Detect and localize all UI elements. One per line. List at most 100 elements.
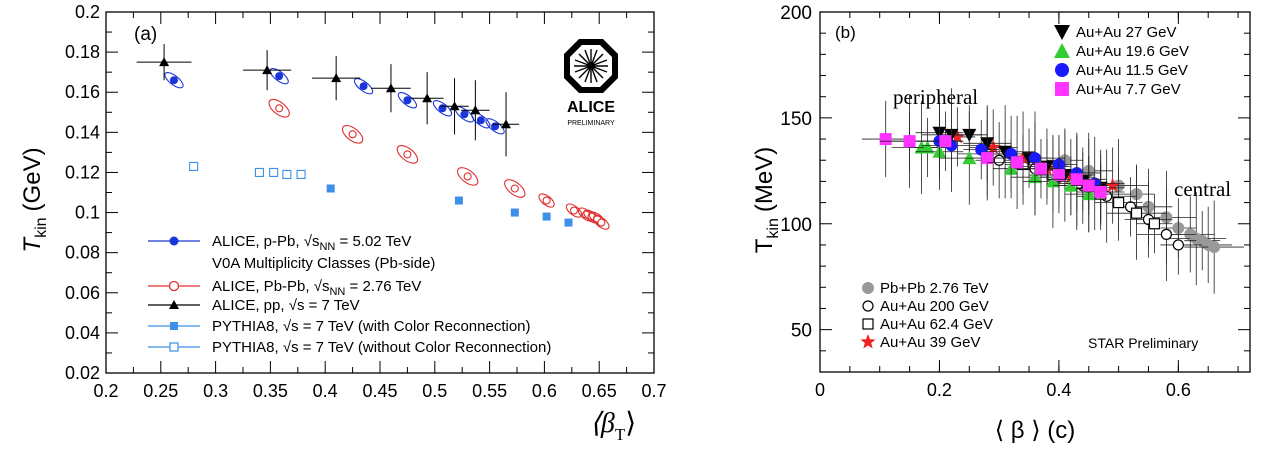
legend-b-bottom-item: Au+Au 200 GeV <box>862 298 989 315</box>
chart-panel-b: 0 0.2 0.4 0.6 50 100 150 200 (b) Tkin (MeV) ⟨ β … <box>751 3 1251 444</box>
y-tick-label-a: 0.04 <box>65 323 100 343</box>
x-tick-label-a: 0.3 <box>203 381 228 401</box>
point-pbpb <box>341 125 364 144</box>
legend-b-bottom-item: Pb+Pb 2.76 TeV <box>862 280 989 297</box>
svg-text:ALICE, Pb-Pb, √sNN = 2.76 TeV: ALICE, Pb-Pb, √sNN = 2.76 TeV <box>212 278 421 298</box>
point-b-square <box>987 115 1047 209</box>
annotation-central: central <box>1174 177 1231 201</box>
point-pp <box>312 56 361 101</box>
point-pp <box>492 92 520 157</box>
x-tick-label-a: 0.35 <box>253 381 288 401</box>
svg-text:Tkin(GeV): Tkin (GeV) <box>19 147 50 252</box>
x-tick-label-a: 0.6 <box>532 381 557 401</box>
legend-a-pp-text: ALICE, pp, √s = 7 TeV <box>212 297 360 314</box>
y-tick-label-b: 50 <box>791 321 812 342</box>
y-tick-label-a: 0.08 <box>65 243 100 263</box>
legend-a-ppb-extra: V0A Multiplicity Classes (Pb-side) <box>212 255 435 272</box>
x-title-sub-a: T <box>615 425 626 444</box>
x-tick-label-a: 0.5 <box>422 381 447 401</box>
x-axis-title-b: ⟨ β ⟩ (c) <box>995 417 1076 444</box>
y-title-main-b: T <box>751 238 778 253</box>
y-title-unit-a: (GeV) <box>19 147 46 211</box>
y-title-main-a: T <box>19 236 46 253</box>
y-tick-label-b: 100 <box>780 215 812 236</box>
point-b-square-open <box>1094 164 1143 241</box>
point-pythia-cr <box>564 218 573 227</box>
point-pythia-cr <box>542 212 551 221</box>
point-pp <box>461 80 490 141</box>
y-tick-label-a: 0.12 <box>65 162 100 182</box>
point-b-square <box>1023 139 1059 199</box>
point-b-square-open <box>1106 166 1167 260</box>
point-pythia-cr <box>510 208 519 217</box>
point-pbpb <box>268 98 290 118</box>
point-pythia-nocr <box>296 169 306 179</box>
point-pythia-nocr <box>282 169 292 179</box>
legend-a-ppb-rest: = 5.02 TeV <box>335 233 411 250</box>
point-pythia-nocr <box>189 161 199 171</box>
alice-logo: ALICE PRELIMINARY <box>564 39 618 127</box>
legend-b: Au+Au 27 GeV Au+Au 19.6 GeV Au+Au 11.5 GeV… <box>860 24 1189 351</box>
legend-b-top-label: Au+Au 27 GeV <box>1076 24 1177 41</box>
point-pythia-nocr <box>254 167 264 177</box>
x-title-close-a: ⟩ <box>625 408 636 439</box>
y-tick-label-a: 0.06 <box>65 283 100 303</box>
legend-a-pythia-cr: PYTHIA8, √s = 7 TeV (with Color Reconnec… <box>148 318 531 335</box>
x-tick-label-b: 0.4 <box>1046 380 1071 400</box>
x-tick-label-a: 0.55 <box>472 381 507 401</box>
legend-b-top-label: Au+Au 19.6 GeV <box>1076 43 1189 60</box>
annotation-peripheral: peripheral <box>893 85 978 109</box>
point-pbpb <box>396 145 419 164</box>
y-title-unit-b: (MeV) <box>751 147 778 212</box>
legend-b-top-item: Au+Au 19.6 GeV <box>1054 43 1189 60</box>
legend-a-pythia-nocr: PYTHIA8, √s = 7 TeV (without Color Recon… <box>148 339 551 356</box>
legend-b-bottom-label: Au+Au 62.4 GeV <box>880 316 993 333</box>
legend-b-bottom-label: Au+Au 39 GeV <box>880 334 981 351</box>
point-b-square <box>963 120 1012 197</box>
point-b-square <box>879 94 940 188</box>
x-tick-label-a: 0.25 <box>143 381 178 401</box>
point-b-square <box>861 100 910 178</box>
x-tick-label-a: 0.4 <box>313 381 338 401</box>
legend-a-pbpb: ALICE, Pb-Pb, √sNN = 2.76 TeV <box>148 278 421 298</box>
y-tick-label-a: 0.2 <box>75 2 100 22</box>
legend-b-top-item: Au+Au 11.5 GeV <box>1055 62 1188 79</box>
y-title-sub-b: kin <box>765 218 782 238</box>
point-pp <box>136 44 192 81</box>
x-tick-label-b: 0.2 <box>927 380 952 400</box>
point-pbpb <box>538 193 555 208</box>
legend-b-top-item: Au+Au 27 GeV <box>1054 24 1177 41</box>
point-ppb <box>353 78 374 95</box>
legend-a-ppb: ALICE, p-Pb, √sNN = 5.02 TeV V0A Multipl… <box>148 233 435 272</box>
y-tick-label-a: 0.02 <box>65 363 100 383</box>
alice-logo-text: ALICE <box>567 99 615 116</box>
legend-a-pbpb-sub: NN <box>329 286 345 298</box>
point-b-circle-open <box>1160 215 1197 275</box>
point-ppb <box>397 92 418 109</box>
point-b-circle-open <box>1136 187 1197 281</box>
legend-b-top-item: Au+Au 7.7 GeV <box>1055 81 1181 98</box>
point-pbpb <box>504 179 526 198</box>
legend-a-pythia-nocr-text: PYTHIA8, √s = 7 TeV (without Color Recon… <box>212 339 551 356</box>
legend-b-bottom-label: Pb+Pb 2.76 TeV <box>880 280 989 297</box>
legend-a: ALICE, p-Pb, √sNN = 5.02 TeV V0A Multipl… <box>148 233 551 356</box>
x-axis-title-a: ⟨βT⟩ <box>590 408 636 444</box>
y-title-sub-a: kin <box>33 217 50 237</box>
point-b-square <box>1076 153 1125 231</box>
point-b-square-open <box>1136 194 1173 254</box>
x-tick-label-a: 0.45 <box>362 381 397 401</box>
point-ppb <box>164 71 184 89</box>
point-b-square <box>927 111 964 171</box>
point-pp <box>410 72 444 125</box>
x-tick-label-a: 0.65 <box>582 381 617 401</box>
point-ppb <box>269 67 289 85</box>
data-b <box>861 88 1245 294</box>
data-a <box>136 44 610 230</box>
y-tick-label-a: 0.16 <box>65 82 100 102</box>
legend-a-pbpb-text: ALICE, Pb-Pb, √s <box>212 278 329 295</box>
point-b-circle <box>1184 200 1245 294</box>
svg-text:ALICE, p-Pb, √sNN = 5.02 TeV: ALICE, p-Pb, √sNN = 5.02 TeV <box>212 233 411 253</box>
y-tick-label-b: 200 <box>780 3 812 24</box>
x-title-main-a: ⟨β <box>590 408 615 439</box>
y-tick-label-a: 0.1 <box>75 203 100 223</box>
